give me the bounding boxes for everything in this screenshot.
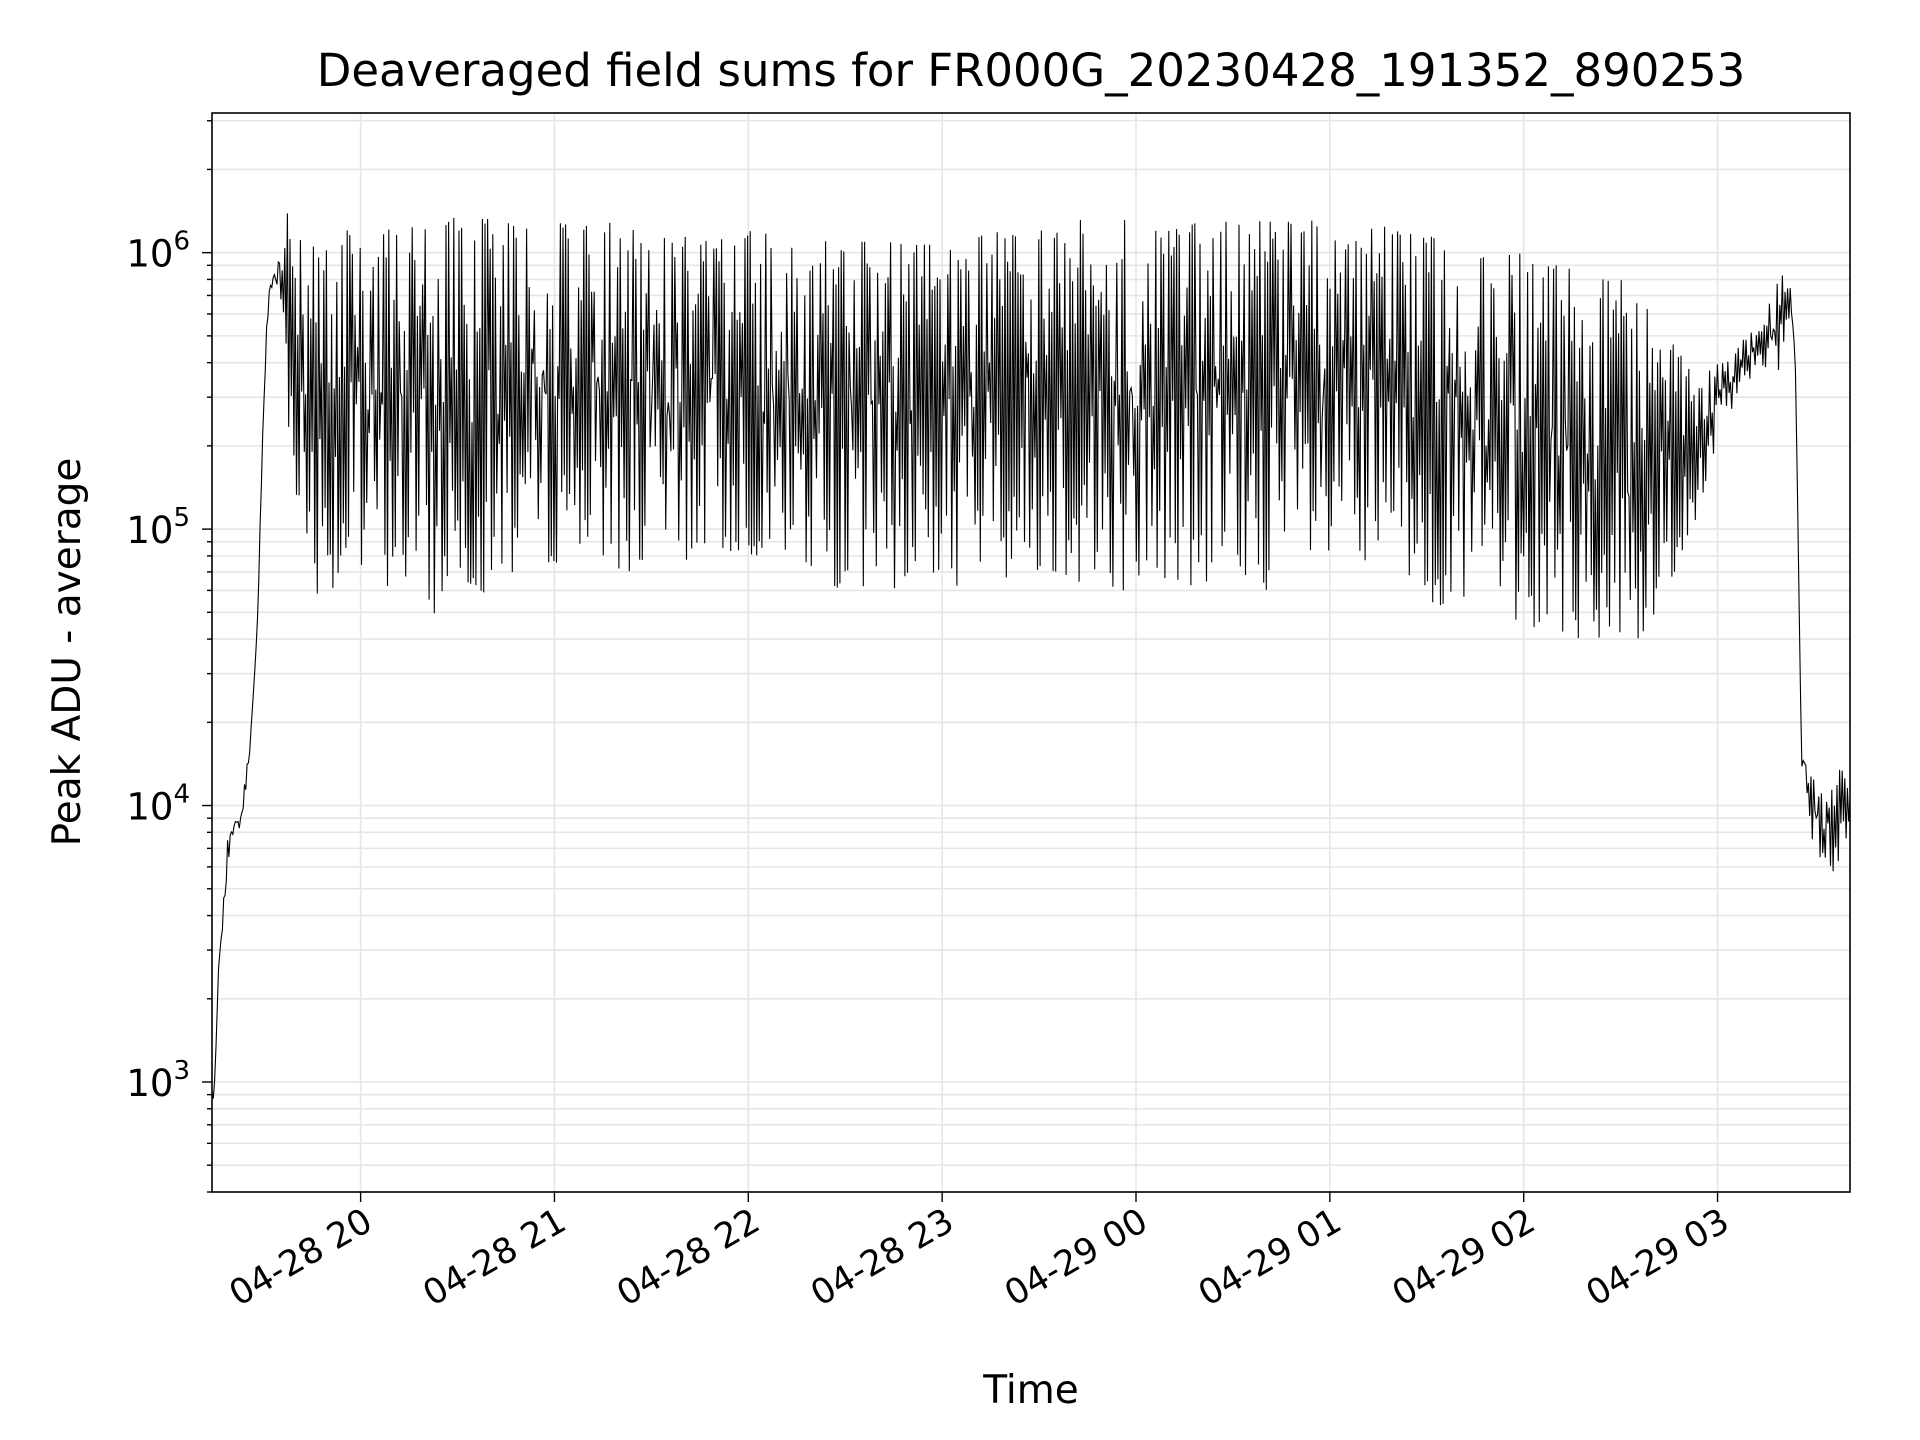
y-tick-label: 105 [126,503,190,552]
y-tick-label: 103 [126,1056,190,1105]
x-tick-label: 04-29 02 [1386,1201,1542,1314]
series-line [211,213,1851,1099]
x-tick-label: 04-29 03 [1580,1201,1736,1314]
x-axis: 04-28 20 04-28 21 04-28 22 04-28 23 04-29 00… [223,1192,1736,1314]
chart-title: Deaveraged field sums for FR000G_2023042… [317,44,1746,97]
x-tick-label: 04-28 23 [804,1201,960,1314]
x-axis-label: Time [982,1368,1078,1413]
x-tick-label: 04-28 20 [223,1201,379,1314]
grid [212,113,1850,1193]
y-tick-label: 106 [126,227,190,276]
x-tick-label: 04-29 01 [1192,1201,1348,1314]
plot-frame [211,112,1851,1193]
x-tick-label: 04-28 21 [417,1201,573,1314]
x-tick-label: 04-29 00 [998,1201,1154,1314]
x-tick-label: 04-28 22 [611,1201,767,1314]
y-axis: 103 104 105 106 [126,120,212,1193]
y-axis-label: Peak ADU - average [45,458,90,847]
y-tick-label: 104 [126,780,190,829]
